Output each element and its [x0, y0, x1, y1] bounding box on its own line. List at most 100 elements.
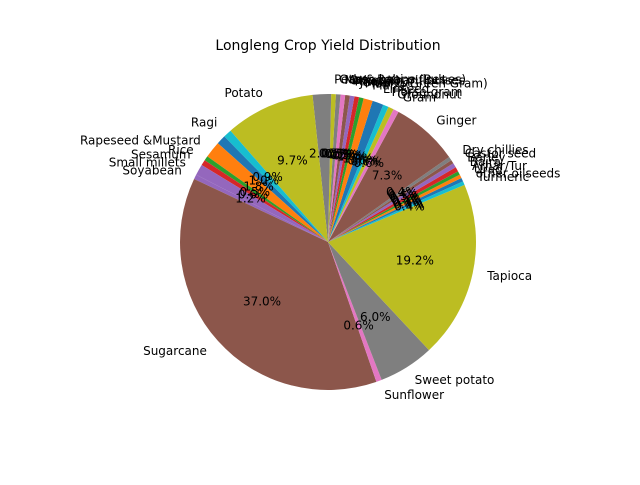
pie-slice: [328, 181, 465, 242]
slice-category-label: Other Kharif pulses: [350, 74, 465, 88]
slice-category-label: Potato: [225, 86, 263, 100]
slice-percent-label: 0.4%: [393, 198, 424, 212]
slice-percent-label: 0.5%: [322, 147, 353, 161]
slice-percent-label: 0.4%: [392, 196, 423, 210]
slice-percent-label: 7.3%: [372, 169, 403, 183]
pie-slice: [328, 156, 452, 242]
slice-category-label: Horse-gram: [392, 85, 463, 99]
pie-slice: [194, 174, 328, 242]
slice-percent-label: 0.5%: [389, 189, 420, 203]
pie-slice: [201, 160, 328, 242]
slice-percent-label: 0.5%: [327, 147, 358, 161]
pie-slice: [328, 109, 399, 242]
pie-slice: [328, 184, 477, 351]
slice-percent-label: 0.6%: [347, 153, 378, 167]
slice-percent-label: 0.5%: [330, 148, 361, 162]
slice-category-label: Bajra: [470, 155, 501, 169]
pie-slices: [180, 93, 477, 390]
slice-percent-label: 0.6%: [354, 156, 385, 170]
slice-category-label: Dry chillies: [462, 143, 528, 157]
pie-slice: [328, 242, 430, 380]
slice-percent-label: 0.5%: [240, 185, 271, 199]
slice-percent-label: 1.2%: [235, 192, 266, 206]
slice-percent-label: 0.6%: [351, 155, 382, 169]
slice-category-label: Ragi: [191, 116, 217, 130]
slice-category-label: Sesamum: [131, 148, 191, 162]
slice-category-label: Soyabean: [122, 163, 181, 177]
pie-slice: [328, 111, 450, 242]
pie-slice: [180, 179, 377, 390]
slice-percent-label: 0.5%: [390, 191, 421, 205]
slice-category-label: Ginger: [436, 113, 476, 127]
slice-category-label: Other Rabi pulses: [339, 73, 446, 87]
pie-slice: [328, 174, 462, 242]
slice-percent-label: 0.5%: [319, 146, 350, 160]
pie-slice: [196, 164, 328, 242]
pie-slice: [328, 95, 350, 242]
slice-category-label: Groundnut: [397, 88, 461, 102]
slice-percent-label: 1.0%: [337, 150, 368, 164]
slice-percent-label: 0.4%: [394, 200, 425, 214]
pie-slice: [328, 98, 373, 242]
slice-percent-label: 2.0%: [309, 146, 340, 160]
slice-category-label: Jowar: [359, 75, 393, 89]
pie-slice: [328, 94, 336, 242]
slice-category-label: Khesari: [355, 74, 400, 88]
slice-percent-label: 1.0%: [249, 174, 280, 188]
pie-slice: [328, 94, 341, 243]
slice-percent-label: 0.4%: [391, 194, 422, 208]
pie-slice: [312, 93, 332, 242]
slice-category-label: Sweet potato: [415, 373, 495, 387]
slice-category-label: Maize: [372, 78, 407, 92]
slice-category-label: Sunflower: [384, 388, 444, 402]
slice-percent-label: 1.2%: [343, 151, 374, 165]
pie-slice: [217, 136, 328, 242]
slice-category-label: Turmeric: [476, 170, 529, 184]
pie-slice: [328, 242, 382, 382]
pie-slice: [204, 156, 328, 242]
slice-percent-label: 6.0%: [360, 310, 391, 324]
slice-percent-label: 0.4%: [386, 185, 417, 199]
pie-slice: [230, 94, 328, 242]
pie-slice: [328, 171, 460, 242]
pie-slice: [328, 97, 364, 242]
slice-category-label: Peas & beans (Pulses): [334, 72, 466, 86]
pie-slice: [328, 160, 454, 242]
pie-slice: [224, 130, 328, 242]
chart-title: Longleng Crop Yield Distribution: [215, 38, 440, 54]
slice-category-label: Castor seed: [465, 147, 536, 161]
slice-category-label: Moong(Green Gram): [365, 76, 488, 90]
slice-percent-label: 9.7%: [277, 154, 308, 168]
slice-percent-label: 0.4%: [387, 187, 418, 201]
pie-slice: [328, 94, 346, 242]
pie-slice: [328, 167, 459, 242]
slice-category-label: Rapeseed &Mustard: [80, 133, 201, 147]
slice-category-label: Small millets: [109, 156, 186, 170]
slice-percent-label: 0.5%: [333, 149, 364, 163]
slice-category-label: Rice: [168, 143, 194, 157]
pie-slice: [328, 100, 384, 243]
pie-slice: [328, 163, 456, 242]
slice-category-label: Masoor: [344, 73, 388, 87]
slice-category-label: other oilseeds: [476, 167, 561, 181]
pie-slice: [328, 106, 394, 243]
slice-percent-label: 1.8%: [243, 180, 274, 194]
slice-category-label: Barley: [467, 151, 505, 165]
slice-percent-label: 19.2%: [396, 254, 434, 268]
pie-slice: [207, 143, 328, 242]
pie-slice: [328, 178, 464, 242]
pie-slice: [328, 95, 355, 243]
slice-category-label: Linseed: [383, 82, 429, 96]
slice-category-label: Tapioca: [486, 269, 532, 283]
pie-percent-labels: 37.0%0.6%6.0%19.2%0.4%0.4%0.4%0.4%0.5%0.…: [235, 146, 434, 332]
slice-percent-label: 0.5%: [324, 147, 355, 161]
slice-percent-label: 0.6%: [238, 187, 269, 201]
slice-category-label: Arhar/Tur: [472, 159, 527, 173]
slice-percent-label: 37.0%: [243, 294, 281, 308]
slice-category-label: Gram: [403, 90, 436, 104]
pie-slice: [328, 104, 389, 242]
slice-category-label: Urad: [474, 163, 503, 177]
